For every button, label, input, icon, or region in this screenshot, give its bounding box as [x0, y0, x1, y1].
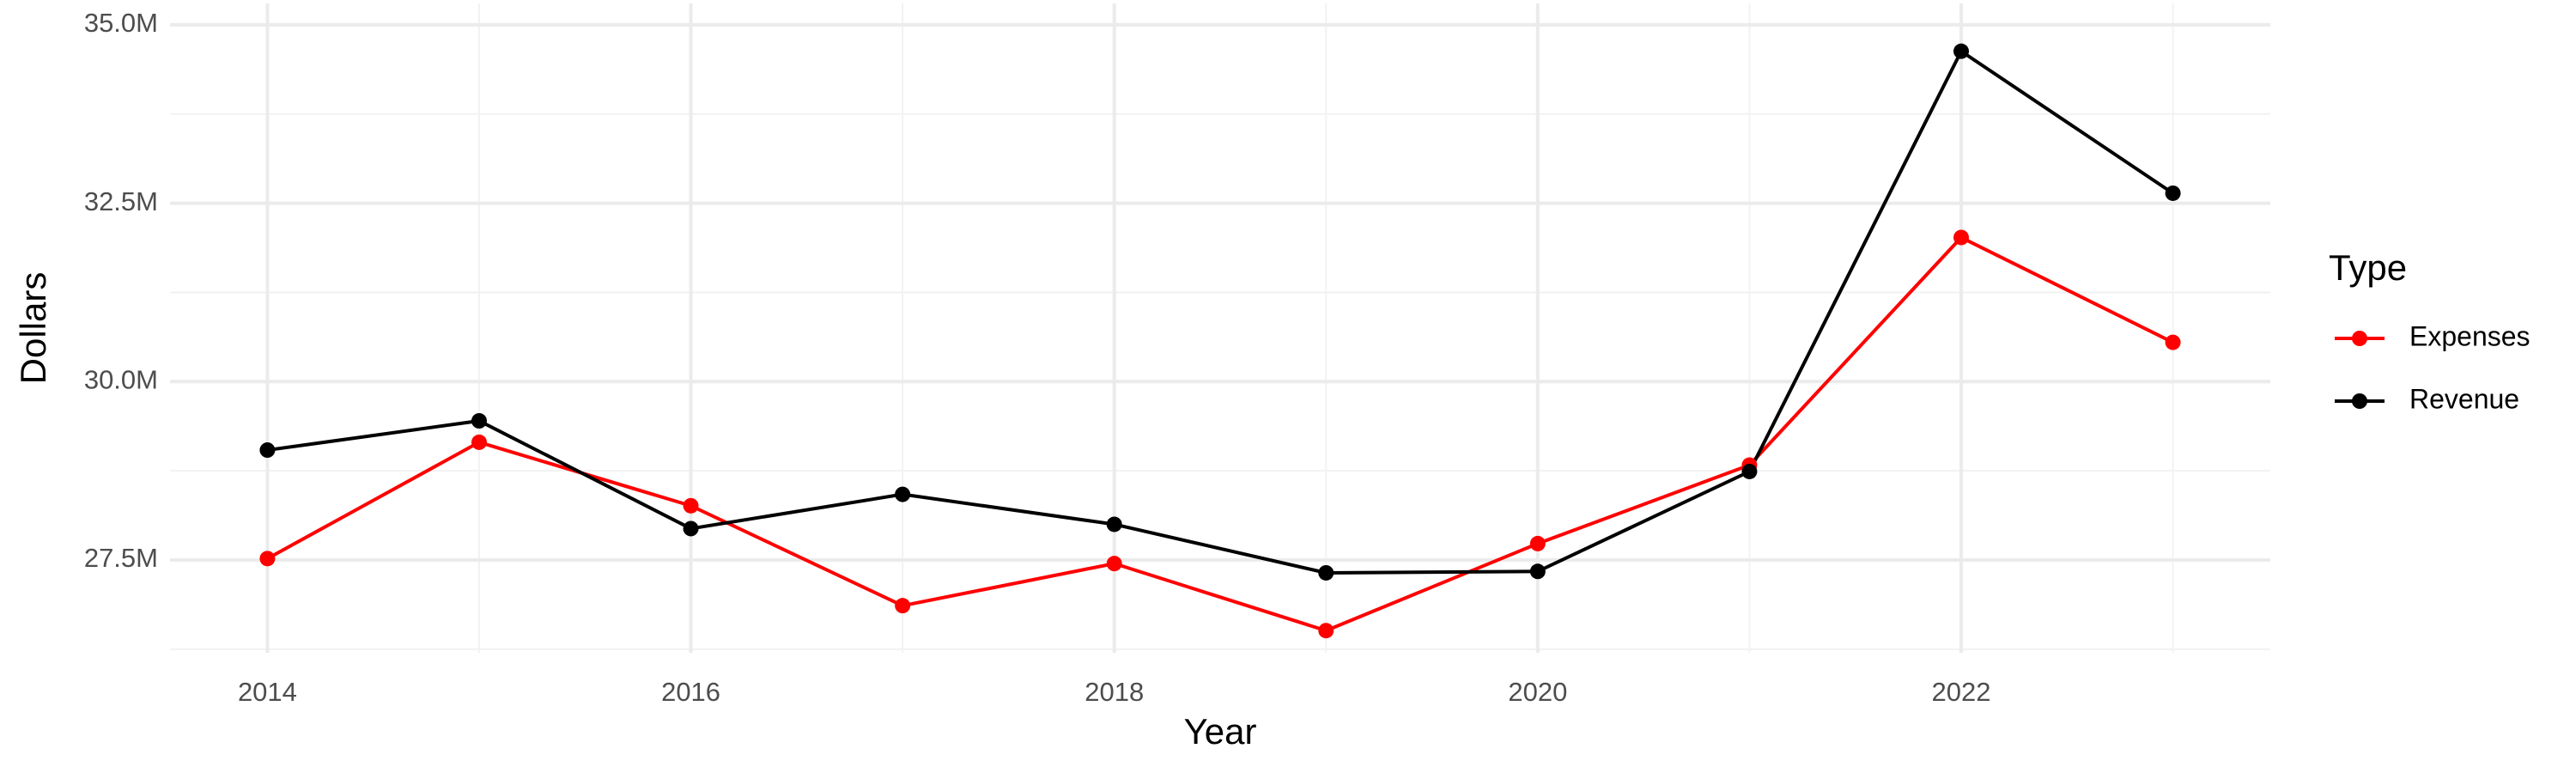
- x-tick-label: 2018: [1084, 677, 1144, 707]
- data-point: [895, 486, 911, 502]
- data-point: [1318, 623, 1334, 639]
- legend-label: Revenue: [2409, 383, 2519, 414]
- data-point: [1953, 43, 1970, 59]
- data-point: [2165, 185, 2181, 201]
- x-tick-label: 2014: [238, 677, 297, 707]
- data-point: [1106, 516, 1122, 533]
- x-tick-label: 2022: [1932, 677, 1991, 707]
- legend-title: Type: [2329, 247, 2407, 288]
- data-point: [683, 497, 699, 514]
- data-point: [259, 442, 276, 459]
- data-point: [683, 520, 699, 537]
- data-point: [471, 434, 487, 450]
- y-tick-label: 27.5M: [84, 543, 158, 573]
- y-tick-label: 30.0M: [84, 364, 158, 394]
- data-point: [895, 598, 911, 614]
- data-point: [1953, 229, 1970, 246]
- data-point: [259, 551, 276, 567]
- data-point: [1529, 535, 1546, 551]
- data-point: [1529, 563, 1546, 580]
- x-tick-label: 2016: [661, 677, 720, 707]
- series-line: [266, 235, 2174, 633]
- y-tick-label: 32.5M: [84, 186, 158, 216]
- data-point: [2165, 334, 2181, 350]
- x-tick-label: 2020: [1508, 677, 1567, 707]
- legend-label: Expenses: [2409, 320, 2530, 351]
- data-point: [1741, 463, 1758, 479]
- data-point: [471, 413, 487, 429]
- y-axis-title: Dollars: [13, 272, 53, 385]
- series-line: [267, 48, 2174, 575]
- data-point: [1318, 564, 1334, 581]
- data-point: [1106, 556, 1122, 572]
- legend-key-point: [2352, 393, 2367, 409]
- x-axis-title: Year: [1184, 711, 1257, 752]
- legend-key-point: [2352, 331, 2367, 346]
- y-tick-label: 35.0M: [84, 8, 158, 38]
